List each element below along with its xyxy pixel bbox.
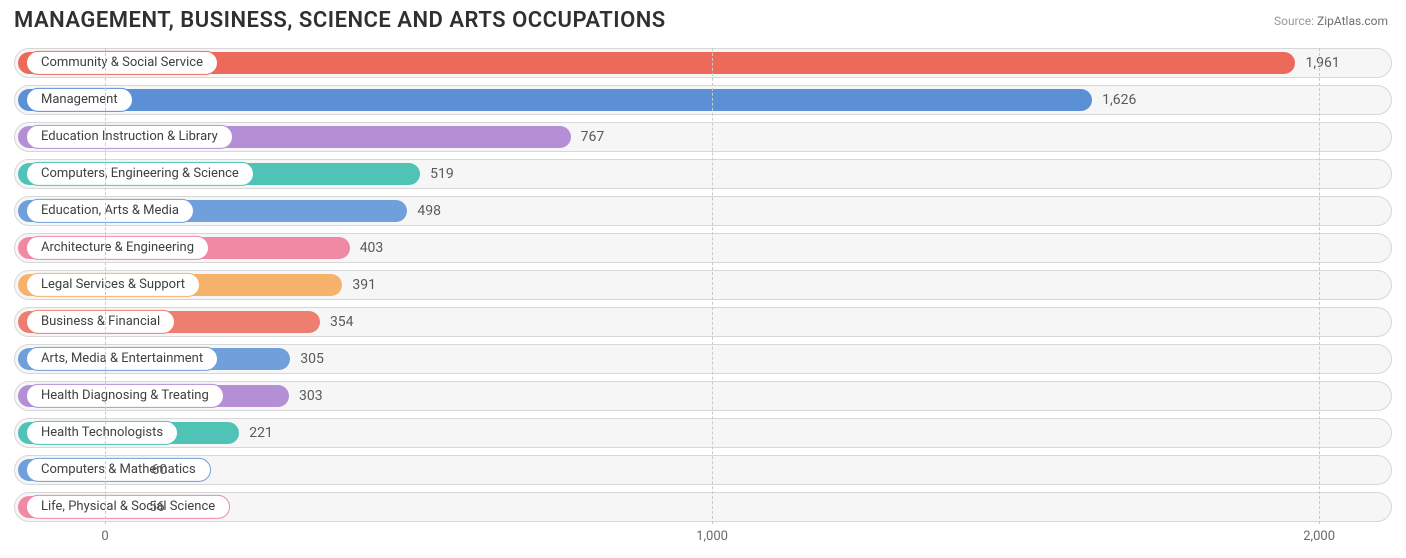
bar-fill (18, 89, 1092, 111)
value-label: 354 (330, 314, 354, 330)
bar-row: Computers, Engineering & Science 519 (14, 159, 1392, 189)
bar-row: Education, Arts & Media 498 (14, 196, 1392, 226)
category-pill: Health Diagnosing & Treating (26, 384, 224, 408)
value-label: 305 (300, 351, 324, 367)
category-pill: Computers, Engineering & Science (26, 162, 254, 186)
x-tick-label: 1,000 (696, 529, 728, 544)
value-label: 391 (352, 277, 376, 293)
category-pill: Management (26, 88, 133, 112)
category-pill: Community & Social Service (26, 51, 218, 75)
source-label: Source: (1274, 14, 1314, 28)
value-label: 221 (249, 425, 273, 441)
category-pill: Arts, Media & Entertainment (26, 347, 218, 371)
gridline (712, 48, 713, 524)
value-label: 303 (299, 388, 323, 404)
bar-row: Education Instruction & Library 767 (14, 122, 1392, 152)
gridline (1319, 48, 1320, 524)
category-pill: Education Instruction & Library (26, 125, 233, 149)
category-pill: Health Technologists (26, 421, 178, 445)
bar-row: Health Diagnosing & Treating 303 (14, 381, 1392, 411)
value-label: 403 (360, 240, 384, 256)
value-label: 1,626 (1102, 92, 1136, 108)
source-value: ZipAtlas.com (1317, 14, 1388, 28)
bar-row: Life, Physical & Social Science56 (14, 492, 1392, 522)
bar-row: Business & Financial 354 (14, 307, 1392, 337)
x-tick-label: 2,000 (1303, 529, 1335, 544)
category-pill: Education, Arts & Media (26, 199, 194, 223)
value-label: 1,961 (1305, 55, 1339, 71)
source-attribution: Source: ZipAtlas.com (1274, 14, 1388, 28)
category-pill: Legal Services & Support (26, 273, 200, 297)
gridline (105, 48, 106, 524)
occupations-bar-chart: Community & Social Service 1,961 Managemen… (14, 48, 1392, 544)
value-label: 56 (149, 499, 165, 515)
value-label: 767 (581, 129, 605, 145)
bar-track (14, 455, 1392, 485)
value-label: 60 (151, 462, 167, 478)
category-pill: Architecture & Engineering (26, 236, 209, 260)
bar-row: Health Technologists 221 (14, 418, 1392, 448)
category-pill: Computers & Mathematics (26, 458, 211, 482)
bar-row: Management 1,626 (14, 85, 1392, 115)
bar-row: Architecture & Engineering 403 (14, 233, 1392, 263)
bar-row: Community & Social Service 1,961 (14, 48, 1392, 78)
value-label: 498 (417, 203, 441, 219)
category-pill: Life, Physical & Social Science (26, 495, 230, 519)
category-pill: Business & Financial (26, 310, 175, 334)
bar-rows-container: Community & Social Service 1,961 Managemen… (14, 48, 1392, 522)
plot-area: Community & Social Service 1,961 Managemen… (14, 48, 1392, 544)
bar-row: Arts, Media & Entertainment 305 (14, 344, 1392, 374)
x-tick-label: 0 (101, 529, 108, 544)
bar-row: Legal Services & Support 391 (14, 270, 1392, 300)
bar-row: Computers & Mathematics60 (14, 455, 1392, 485)
value-label: 519 (430, 166, 454, 182)
chart-title: MANAGEMENT, BUSINESS, SCIENCE AND ARTS O… (14, 8, 666, 33)
